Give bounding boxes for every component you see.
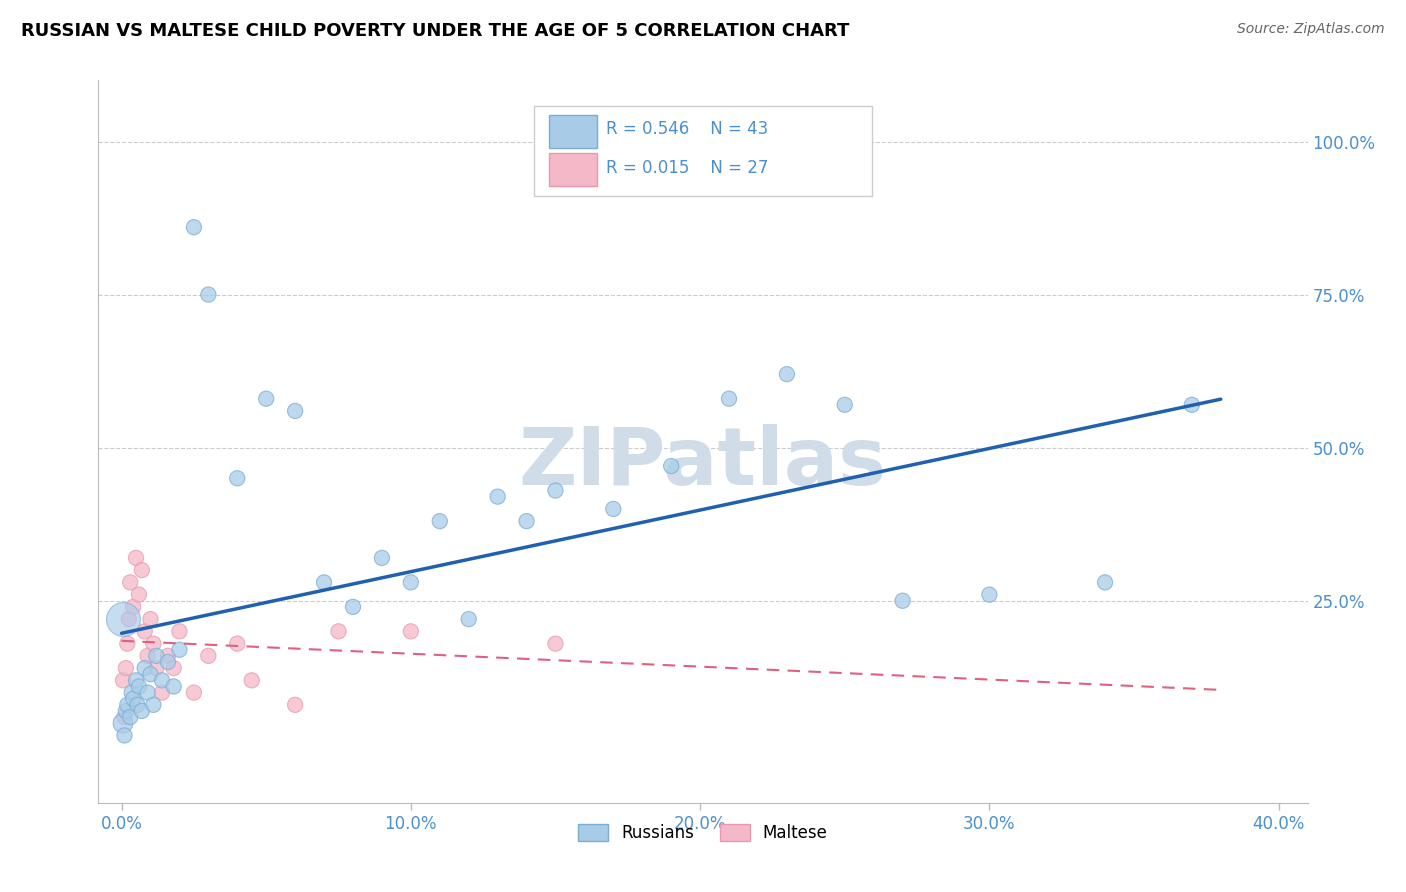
Point xyxy=(544,483,567,498)
Point xyxy=(328,624,350,639)
Point xyxy=(115,661,138,675)
Point xyxy=(156,648,179,663)
Point xyxy=(125,673,148,688)
FancyBboxPatch shape xyxy=(550,153,596,186)
Point xyxy=(486,490,509,504)
Point xyxy=(254,392,277,406)
Point xyxy=(145,661,167,675)
Point xyxy=(150,673,173,688)
Point xyxy=(399,624,422,639)
Point xyxy=(122,599,145,614)
Text: Source: ZipAtlas.com: Source: ZipAtlas.com xyxy=(1237,22,1385,37)
Point xyxy=(284,404,307,418)
Point xyxy=(240,673,263,688)
Point xyxy=(399,575,422,590)
Point xyxy=(226,637,249,651)
Point xyxy=(162,680,184,694)
FancyBboxPatch shape xyxy=(534,105,872,196)
Point xyxy=(120,575,142,590)
Point xyxy=(122,691,145,706)
Point xyxy=(197,648,219,663)
Point xyxy=(371,550,394,565)
Point xyxy=(834,398,856,412)
Point xyxy=(162,661,184,675)
Point xyxy=(1094,575,1116,590)
Point xyxy=(117,698,139,712)
Point xyxy=(134,624,156,639)
Point xyxy=(169,642,191,657)
Point xyxy=(891,593,914,607)
Point xyxy=(139,612,162,626)
Point xyxy=(134,661,156,675)
Point xyxy=(111,612,134,626)
Point xyxy=(131,704,153,718)
Point xyxy=(183,685,205,699)
Point xyxy=(121,685,143,699)
Point xyxy=(111,716,134,731)
Point xyxy=(128,588,150,602)
Point xyxy=(1181,398,1204,412)
Point xyxy=(125,550,148,565)
Point xyxy=(142,637,165,651)
Point xyxy=(659,458,682,473)
Point xyxy=(312,575,335,590)
Legend: Russians, Maltese: Russians, Maltese xyxy=(572,817,834,848)
Point xyxy=(131,563,153,577)
Point xyxy=(602,502,624,516)
Point xyxy=(284,698,307,712)
Point xyxy=(118,612,141,626)
Text: R = 0.546    N = 43: R = 0.546 N = 43 xyxy=(606,120,769,138)
Point xyxy=(197,287,219,301)
Point xyxy=(115,704,138,718)
Point xyxy=(979,588,1001,602)
Point xyxy=(136,685,159,699)
Point xyxy=(114,728,136,742)
Text: ZIPatlas: ZIPatlas xyxy=(519,425,887,502)
Point xyxy=(515,514,537,528)
Point xyxy=(429,514,451,528)
FancyBboxPatch shape xyxy=(550,115,596,148)
Point xyxy=(111,673,134,688)
Point xyxy=(139,667,162,681)
Point xyxy=(156,655,179,669)
Point xyxy=(120,710,142,724)
Point xyxy=(457,612,479,626)
Point xyxy=(776,367,799,381)
Point xyxy=(226,471,249,485)
Text: RUSSIAN VS MALTESE CHILD POVERTY UNDER THE AGE OF 5 CORRELATION CHART: RUSSIAN VS MALTESE CHILD POVERTY UNDER T… xyxy=(21,22,849,40)
Text: R = 0.015    N = 27: R = 0.015 N = 27 xyxy=(606,160,769,178)
Point xyxy=(150,685,173,699)
Point xyxy=(169,624,191,639)
Point xyxy=(544,637,567,651)
Point xyxy=(145,648,167,663)
Point xyxy=(342,599,364,614)
Point xyxy=(142,698,165,712)
Point xyxy=(136,648,159,663)
Point xyxy=(114,710,136,724)
Point xyxy=(128,680,150,694)
Point xyxy=(183,220,205,235)
Point xyxy=(127,698,149,712)
Point xyxy=(718,392,741,406)
Point xyxy=(117,637,139,651)
